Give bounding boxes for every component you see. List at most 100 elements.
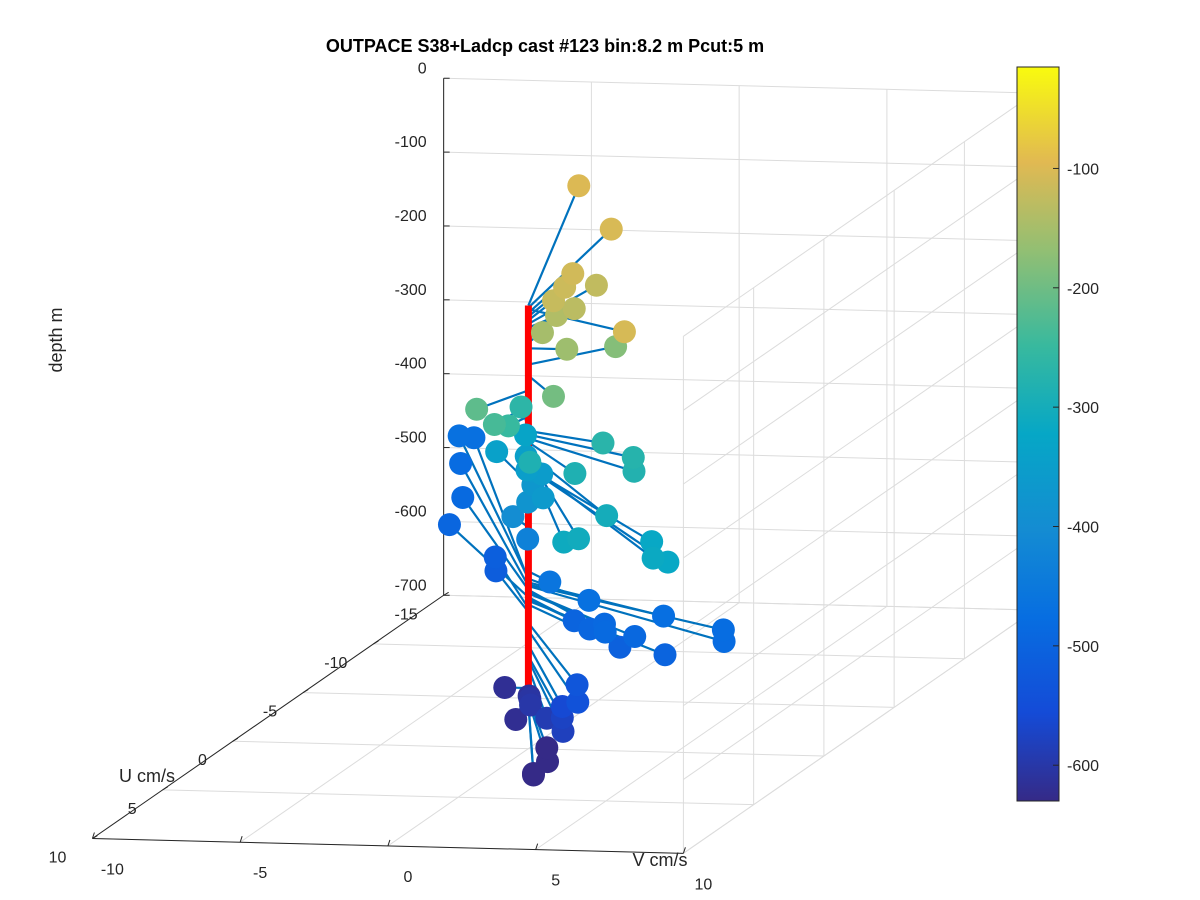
x-tick-mark (535, 843, 539, 850)
x-tick-label: -10 (101, 862, 124, 879)
y-axis-line (92, 594, 444, 839)
y-tick-label: -15 (395, 606, 418, 623)
z-tick-label: -100 (395, 134, 427, 151)
gridline (683, 314, 1035, 559)
x-axis-line (92, 838, 684, 854)
depth-marker (514, 423, 537, 447)
depth-marker (437, 513, 461, 537)
colorbar-tick-label: -500 (1067, 639, 1099, 656)
depth-marker (641, 546, 665, 570)
depth-marker (530, 321, 554, 345)
depth-marker (561, 262, 585, 286)
x-axis-label: V cm/s (632, 850, 687, 870)
depth-marker (640, 530, 664, 554)
axes-grid (92, 77, 1036, 854)
depth-marker (518, 450, 542, 474)
depth-marker (593, 620, 617, 644)
depth-marker (447, 424, 471, 448)
gridline (232, 740, 824, 757)
gridline (683, 388, 1035, 633)
depth-marker (535, 736, 559, 760)
x-tick-mark (91, 832, 95, 839)
gridline (535, 605, 888, 851)
colorbar-tick-label: -100 (1067, 161, 1099, 178)
y-tick-label: 5 (128, 801, 137, 818)
depth-marker (567, 527, 591, 551)
gridline (443, 373, 1035, 389)
x-tick-mark (387, 839, 391, 847)
x-tick-label: -5 (253, 865, 267, 882)
y-tick-mark (162, 786, 168, 791)
y-tick-label: -10 (324, 655, 347, 672)
velocity-vector (527, 644, 564, 708)
y-tick-mark (443, 591, 449, 596)
depth-marker (653, 643, 677, 667)
depth-marker (652, 604, 676, 628)
velocity-vector (527, 622, 578, 686)
y-tick-mark (232, 737, 239, 742)
depth-marker (623, 625, 647, 649)
gridline (683, 535, 1035, 780)
velocity-vector (528, 429, 604, 445)
depth-markers (437, 174, 736, 787)
chart-title: OUTPACE S38+Ladcp cast #123 bin:8.2 m Pc… (326, 36, 764, 56)
depth-marker (485, 440, 509, 464)
axes-box (91, 77, 686, 854)
x-tick-mark (239, 836, 243, 843)
z-tick-label: -500 (395, 430, 427, 447)
depth-marker (451, 485, 475, 509)
colorbar-tick-label: -300 (1067, 400, 1099, 417)
x-tick-mark (682, 847, 686, 854)
x-tick-label: 0 (403, 869, 412, 886)
velocity-vector (472, 437, 530, 581)
velocity-vector (459, 462, 530, 587)
velocity-vector (528, 585, 725, 643)
depth-marker (519, 693, 543, 717)
z-axis-label: depth m (46, 307, 66, 372)
axis-tick-labels: 0-100-200-300-400-500-600-700-15-10-5051… (49, 60, 713, 893)
y-tick-label: 0 (198, 752, 207, 769)
z-tick-label: -300 (395, 282, 427, 299)
velocity-vector (527, 185, 580, 306)
z-tick-label: -400 (395, 356, 427, 373)
depth-marker (566, 690, 590, 714)
depth-marker (595, 504, 619, 528)
gridline (443, 447, 1035, 463)
gridline (443, 225, 1035, 242)
depth-marker (449, 451, 473, 475)
gridline (162, 789, 754, 806)
depth-marker (612, 320, 636, 344)
depth-marker (591, 431, 615, 455)
colorbar-gradient (1016, 66, 1060, 802)
y-axis-label: U cm/s (119, 766, 175, 786)
y-tick-mark (92, 835, 98, 839)
z-tick-label: -600 (395, 503, 427, 520)
depth-marker (565, 673, 589, 697)
depth-marker (555, 337, 579, 361)
depth-marker (563, 462, 587, 486)
gridline (303, 692, 895, 708)
y-tick-mark (302, 689, 309, 693)
depth-marker (509, 395, 533, 419)
gridline (683, 609, 1035, 854)
x-tick-label: 10 (695, 876, 713, 893)
gridline (443, 299, 1035, 316)
colorbar: -100 -200 -300 -400 -500 -600 (1016, 66, 1099, 802)
velocity-vector (528, 433, 634, 459)
colorbar-ticks: -100 -200 -300 -400 -500 -600 (1053, 161, 1099, 775)
velocity-vector (528, 437, 635, 473)
depth-marker (538, 570, 562, 594)
gridline (683, 92, 1035, 337)
depth-marker (562, 297, 586, 321)
depth-marker (501, 505, 525, 529)
colorbar-tick-label: -400 (1067, 519, 1099, 536)
depth-marker (531, 486, 555, 510)
z-tick-label: -700 (395, 577, 427, 594)
y-tick-mark (373, 640, 379, 645)
depth-marker (599, 217, 623, 241)
depth-marker (541, 384, 565, 408)
depth-marker (711, 618, 735, 642)
x-tick-label: 5 (551, 873, 560, 890)
gridline (443, 151, 1035, 168)
